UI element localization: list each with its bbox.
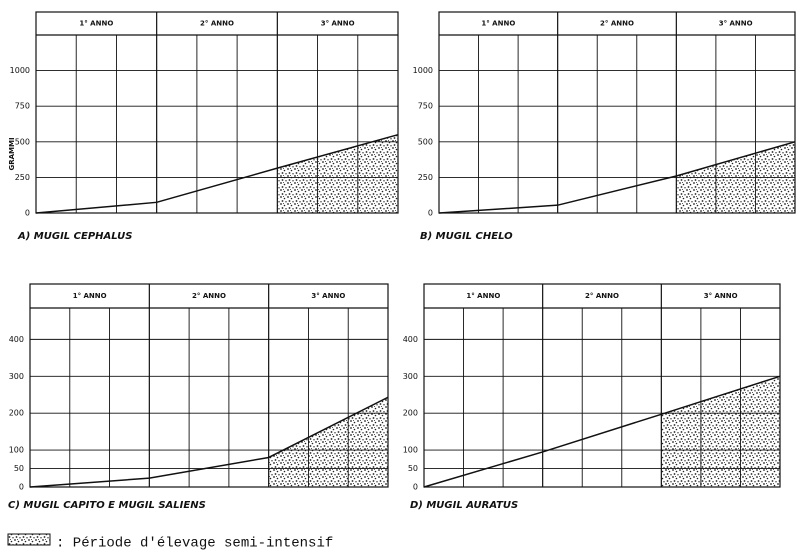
year-header: 3° ANNO — [321, 20, 355, 28]
year-header: 2° ANNO — [200, 20, 234, 28]
chart-title: D) MUGIL AURATUS — [410, 500, 518, 511]
chart-title: A) MUGIL CEPHALUS — [17, 231, 132, 242]
legend-swatch — [7, 533, 51, 546]
y-tick-label: 0 — [413, 483, 418, 492]
y-tick-label: 400 — [403, 335, 418, 344]
year-header: 3° ANNO — [704, 292, 738, 300]
shaded-period — [268, 397, 388, 487]
year-header: 1° ANNO — [481, 20, 515, 28]
data-line — [35, 133, 399, 214]
year-header: 1° ANNO — [79, 20, 113, 28]
y-tick-label: 200 — [9, 409, 24, 418]
year-header: 2° ANNO — [192, 292, 226, 300]
y-axis-label: GRAMMI — [8, 137, 16, 170]
y-tick-label: 0 — [25, 209, 30, 218]
y-tick-label: 250 — [15, 173, 30, 182]
chart-title: B) MUGIL CHELO — [420, 231, 513, 242]
y-tick-label: 500 — [15, 137, 30, 146]
y-tick-label: 200 — [403, 409, 418, 418]
year-header: 1° ANNO — [73, 292, 107, 300]
y-tick-label: 100 — [9, 446, 24, 455]
y-tick-label: 100 — [403, 446, 418, 455]
chart-title: C) MUGIL CAPITO E MUGIL SALIENS — [8, 500, 206, 511]
data-line — [29, 396, 389, 488]
y-tick-label: 400 — [9, 335, 24, 344]
y-tick-label: 500 — [418, 137, 433, 146]
year-header: 3° ANNO — [719, 20, 753, 28]
legend-text: : Période d'élevage semi-intensif — [56, 536, 333, 552]
year-header: 3° ANNO — [311, 292, 345, 300]
year-header: 2° ANNO — [600, 20, 634, 28]
y-tick-label: 1000 — [413, 66, 433, 75]
data-line — [438, 141, 796, 214]
y-tick-label: 50 — [14, 464, 24, 473]
y-tick-label: 0 — [19, 483, 24, 492]
y-tick-label: 250 — [418, 173, 433, 182]
data-line — [423, 375, 781, 488]
shaded-period — [277, 134, 398, 213]
y-tick-label: 750 — [418, 102, 433, 111]
y-tick-label: 1000 — [10, 66, 30, 75]
y-tick-label: 750 — [15, 102, 30, 111]
year-header: 1° ANNO — [466, 292, 500, 300]
y-tick-label: 300 — [9, 372, 24, 381]
y-tick-label: 50 — [408, 464, 418, 473]
year-header: 2° ANNO — [585, 292, 619, 300]
y-tick-label: 0 — [428, 209, 433, 218]
y-tick-label: 300 — [403, 372, 418, 381]
shaded-period — [661, 376, 780, 487]
